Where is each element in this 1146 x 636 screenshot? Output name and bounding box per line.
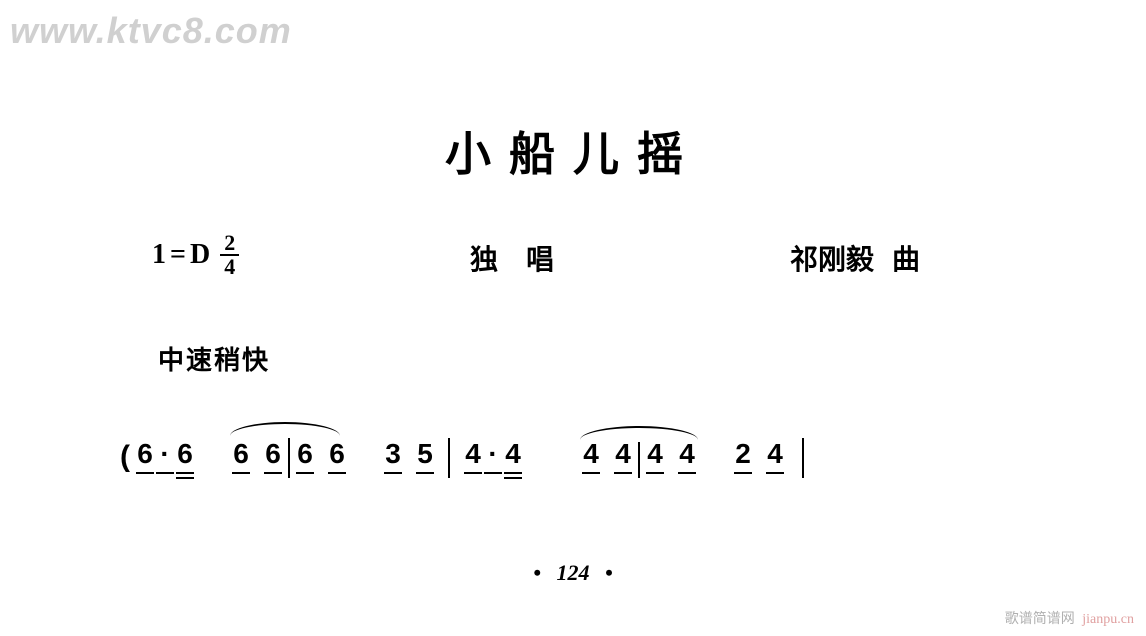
note: 6 [296,438,314,474]
note-group-1: 6 · 6 [136,438,194,474]
composer-name: 祁刚毅 [790,245,874,276]
note: 5 [416,438,434,474]
note-group-4: 4 · 4 [464,438,522,474]
key-letter: D [190,239,210,271]
note: 4 [678,438,696,474]
note: 3 [384,438,402,474]
barline [288,438,290,478]
note: 2 [734,438,752,474]
note-dot: · [484,438,502,474]
note: 4 [614,438,632,474]
tempo-marking: 中速稍快 [158,340,270,377]
composer: 祁刚毅曲 [790,238,920,278]
composer-suffix: 曲 [892,245,920,276]
page-dot: • [605,560,613,585]
note-group-5: 4 4 4 4 [582,438,696,474]
watermark-bottom-url: jianpu.cn [1082,612,1134,627]
time-num: 2 [220,232,239,256]
page-num-value: 124 [557,560,590,585]
note: 4 [464,438,482,474]
time-signature: 2 4 [220,232,239,278]
note: 4 [646,438,664,474]
note-dot: · [156,438,174,474]
note-group-6: 2 4 [734,438,784,474]
watermark-bottom-cn: 歌谱简谱网 [1005,612,1075,627]
note: 4 [766,438,784,474]
note: 6 [264,438,282,474]
note-group-3: 3 5 [384,438,434,474]
note-group-2: 6 6 6 6 [232,434,346,474]
barline [448,438,450,478]
time-den: 4 [220,256,239,278]
key-eq: = [170,239,186,271]
note: 4 [582,438,600,474]
song-title: 小船儿摇 [0,118,1146,184]
subtitle: 独唱 [470,238,582,278]
watermark-bottom: 歌谱简谱网 jianpu.cn [1005,608,1134,628]
notation-row: ( 6 · 6 6 6 6 6 3 5 4 · 4 4 4 4 4 [120,434,810,474]
barline [802,438,804,478]
open-paren: ( [120,440,130,474]
page-dot: • [533,560,541,585]
key-signature: 1 = D 2 4 [152,232,239,278]
watermark-top: www.ktvc8.com [10,10,292,52]
page-number: • 124 • [0,560,1146,586]
note: 6 [328,438,346,474]
note: 6 [136,438,154,474]
note: 6 [176,438,194,474]
note: 4 [504,438,522,474]
note: 6 [232,438,250,474]
key-one: 1 [152,239,166,271]
barline [638,442,640,478]
